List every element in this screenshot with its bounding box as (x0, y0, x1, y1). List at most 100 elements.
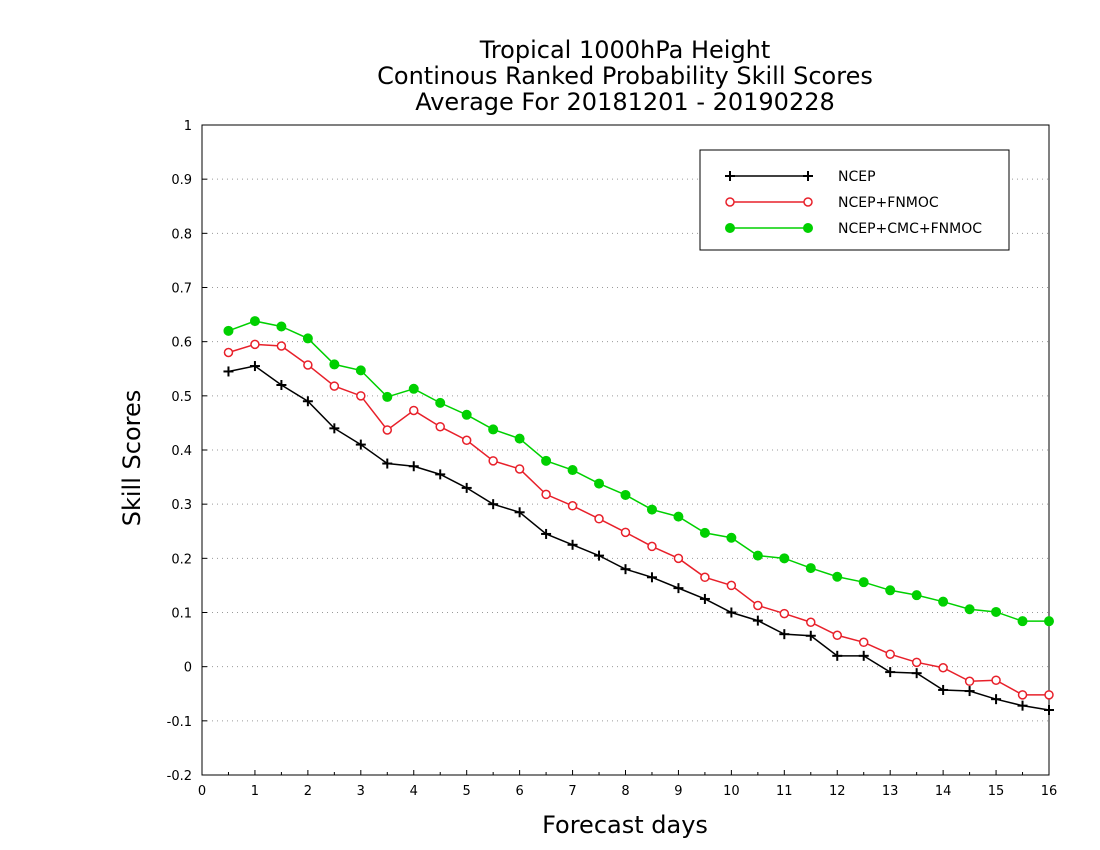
data-point (725, 171, 735, 181)
data-point (779, 608, 790, 619)
x-tick-label: 3 (357, 784, 365, 799)
data-point (514, 433, 525, 444)
y-tick-label: -0.1 (167, 715, 192, 730)
legend-item: NCEP+CMC+FNMOC (725, 221, 982, 237)
title-line: Continous Ranked Probability Skill Score… (377, 62, 873, 90)
data-point (223, 347, 234, 358)
data-point (938, 684, 949, 695)
data-point (356, 391, 366, 401)
title-line: Tropical 1000hPa Height (479, 36, 771, 64)
data-point (435, 469, 446, 480)
y-tick-label: 0.1 (171, 607, 192, 622)
series-line (228, 343, 1049, 696)
x-tick-label: 12 (829, 784, 846, 799)
x-tick-label: 8 (621, 784, 629, 799)
data-point (938, 663, 948, 673)
data-point (382, 425, 393, 435)
data-point (303, 360, 313, 370)
data-point (408, 383, 419, 394)
data-point (699, 527, 710, 538)
data-point (699, 593, 710, 604)
data-point (779, 629, 790, 640)
data-point (223, 366, 234, 377)
data-point (646, 572, 657, 583)
y-tick-label: 0.7 (171, 282, 192, 297)
data-point (832, 650, 843, 661)
series-line (228, 320, 1049, 622)
y-tick-label: 0.5 (171, 390, 192, 405)
data-point (409, 405, 419, 416)
data-point (885, 667, 896, 678)
legend-box (699, 149, 1010, 251)
x-tick-label: 9 (674, 784, 682, 799)
data-point (541, 455, 552, 466)
data-point (1044, 690, 1054, 700)
data-point (885, 649, 895, 659)
data-point (276, 341, 287, 351)
y-tick-label: -0.2 (167, 769, 192, 784)
x-tick-label: 7 (568, 784, 576, 799)
series-ncep (223, 361, 1054, 715)
legend-label: NCEP (838, 169, 876, 185)
legend-item: NCEP+FNMOC (725, 195, 939, 211)
data-point (805, 630, 816, 641)
data-point (488, 499, 499, 510)
x-tick-label: 0 (198, 784, 206, 799)
data-point (541, 489, 551, 500)
data-point (752, 550, 763, 561)
legend-label: NCEP+CMC+FNMOC (838, 221, 982, 237)
data-point (991, 694, 1002, 705)
data-point (329, 381, 340, 391)
data-point (567, 539, 578, 550)
data-point (726, 607, 737, 618)
x-tick-label: 14 (935, 784, 952, 799)
data-point (249, 361, 260, 372)
x-tick-label: 15 (988, 784, 1005, 799)
data-point (911, 668, 922, 679)
legend: NCEP NCEP+FNMOC NCEP+CMC+FNMOC (699, 149, 1010, 251)
y-tick-label: 0.4 (171, 444, 192, 459)
data-point (1044, 616, 1054, 627)
data-point (885, 585, 896, 596)
data-point (461, 409, 472, 420)
y-tick-label: 0.9 (171, 173, 192, 188)
data-point (355, 439, 366, 450)
data-point (302, 396, 313, 407)
data-point (594, 514, 604, 524)
data-point (276, 380, 287, 390)
y-axis: -0.2 -0.1 0 0.1 0.2 0.3 0.4 0.5 0.6 0.7 0.8 0.9 1 (167, 119, 207, 784)
data-point (541, 528, 552, 539)
data-point (858, 577, 869, 588)
data-point (991, 606, 1002, 617)
data-point (725, 197, 735, 207)
y-tick-label: 0.6 (171, 336, 192, 351)
title-line: Average For 20181201 - 20190228 (415, 88, 835, 116)
data-point (435, 421, 445, 432)
data-point (752, 615, 763, 626)
data-point (249, 316, 260, 327)
data-point (514, 464, 525, 474)
x-tick-label: 10 (723, 784, 740, 799)
data-point (938, 596, 949, 607)
data-point (382, 458, 393, 469)
data-point (805, 563, 816, 574)
data-point (803, 171, 813, 181)
data-point (964, 686, 975, 697)
data-point (1017, 690, 1028, 700)
y-tick-label: 0.3 (171, 498, 192, 513)
x-tick-label: 6 (515, 784, 523, 799)
data-point (329, 359, 340, 370)
data-point (620, 527, 631, 538)
data-point (647, 541, 657, 552)
series-ncep-fnmoc (223, 339, 1054, 700)
x-tick-label: 4 (410, 784, 418, 799)
data-point (673, 583, 684, 594)
data-point (223, 325, 234, 336)
data-point (858, 650, 869, 661)
y-tick-label: 0.2 (171, 552, 192, 567)
series-ncep-cmc-fnmoc (223, 316, 1054, 627)
data-point (488, 456, 498, 466)
data-point (276, 321, 287, 332)
data-point (832, 630, 842, 640)
